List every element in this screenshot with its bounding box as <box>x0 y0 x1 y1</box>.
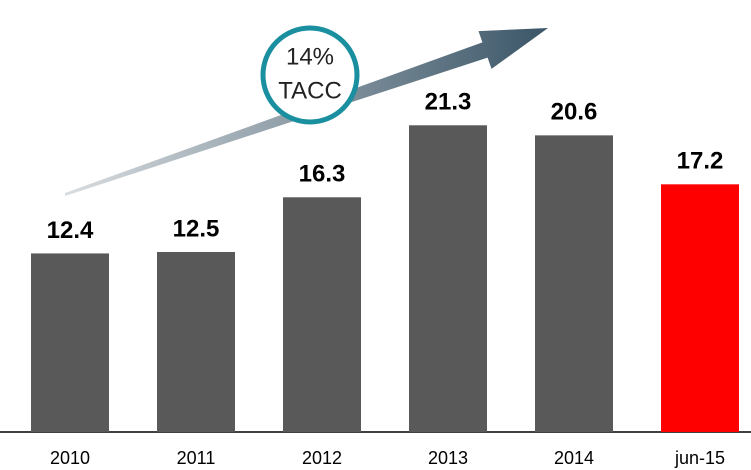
value-label: 21.3 <box>425 89 472 116</box>
bar <box>409 125 487 432</box>
x-tick-label: 2011 <box>177 448 216 468</box>
x-tick-label: 2010 <box>50 448 90 468</box>
bar <box>31 253 109 432</box>
bar <box>157 252 235 432</box>
bar <box>283 197 361 432</box>
value-label: 12.5 <box>173 215 220 242</box>
annotation-line: TACC <box>278 77 342 104</box>
value-label: 17.2 <box>677 148 724 175</box>
x-tick-label: 2014 <box>554 448 594 468</box>
annotation-circle <box>260 25 360 125</box>
bar <box>535 135 613 433</box>
value-label: 16.3 <box>299 161 346 188</box>
x-tick-label: jun-15 <box>674 448 725 468</box>
annotation-line: 14% <box>286 43 334 70</box>
bar <box>661 184 739 432</box>
value-label: 12.4 <box>47 217 94 244</box>
x-tick-label: 2012 <box>302 448 342 468</box>
x-tick-label: 2013 <box>428 448 468 468</box>
value-label: 20.6 <box>551 99 598 126</box>
